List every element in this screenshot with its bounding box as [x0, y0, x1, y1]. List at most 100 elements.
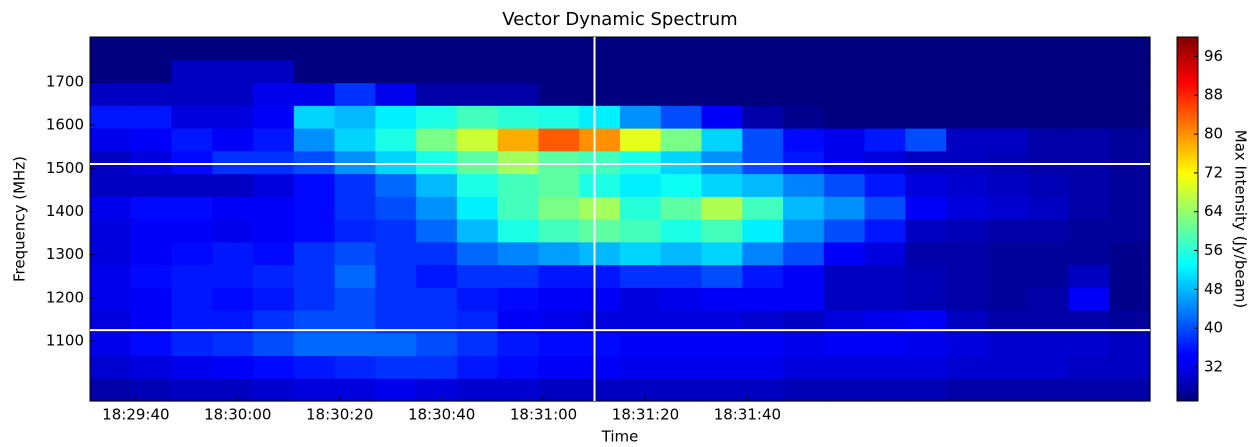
- heatmap-cell: [620, 378, 662, 402]
- heatmap-cell: [212, 310, 254, 334]
- heatmap-cell: [130, 150, 173, 175]
- heatmap-cell: [293, 128, 336, 152]
- heatmap-cell: [416, 37, 458, 61]
- heatmap-cell: [1027, 378, 1070, 402]
- heatmap-cell: [334, 82, 376, 106]
- heatmap-cell: [130, 332, 173, 357]
- heatmap-cell: [375, 173, 417, 197]
- heatmap-cell: [90, 105, 132, 129]
- heatmap-cell: [660, 332, 703, 357]
- heatmap-cell: [946, 355, 988, 379]
- heatmap-cell: [1027, 310, 1070, 334]
- heatmap-cell: [334, 310, 376, 334]
- heatmap-cell: [1027, 128, 1070, 152]
- heatmap-cell: [864, 59, 906, 84]
- heatmap-cell: [701, 241, 743, 266]
- heatmap-cell: [986, 128, 1029, 152]
- heatmap-cell: [375, 59, 417, 84]
- heatmap-cell: [1109, 219, 1151, 243]
- heatmap-cell: [864, 378, 906, 402]
- heatmap-cell: [864, 219, 906, 243]
- heatmap-cell: [620, 332, 662, 357]
- heatmap-cell: [986, 264, 1029, 288]
- heatmap-cell: [1109, 332, 1151, 357]
- heatmap-cell: [620, 105, 662, 129]
- heatmap-cell: [253, 105, 295, 129]
- heatmap-cell: [416, 128, 458, 152]
- heatmap-cell: [130, 59, 173, 84]
- heatmap-cell: [946, 196, 988, 220]
- heatmap-cell: [456, 105, 499, 129]
- heatmap-cell: [293, 378, 336, 402]
- colorbar-tick-label: 80: [1204, 125, 1223, 143]
- y-tick-label: 1700: [46, 72, 84, 90]
- heatmap-cell: [864, 150, 906, 175]
- heatmap-cell: [538, 287, 580, 311]
- heatmap-cell: [416, 173, 458, 197]
- heatmap-cell: [742, 196, 784, 220]
- heatmap-cell: [864, 287, 906, 311]
- heatmap-cell: [620, 287, 662, 311]
- heatmap-cell: [823, 355, 866, 379]
- x-tick-label: 18:31:40: [714, 406, 781, 424]
- heatmap-cell: [538, 332, 580, 357]
- heatmap-cell: [1068, 287, 1110, 311]
- heatmap-cell: [1027, 332, 1070, 357]
- heatmap-cell: [660, 264, 703, 288]
- heatmap-cell: [334, 196, 376, 220]
- heatmap: [90, 37, 1151, 402]
- heatmap-cell: [456, 82, 499, 106]
- heatmap-cell: [742, 128, 784, 152]
- heatmap-cell: [538, 355, 580, 379]
- x-tick-label: 18:31:00: [510, 406, 577, 424]
- heatmap-cell: [375, 241, 417, 266]
- heatmap-cell: [171, 37, 213, 61]
- heatmap-cell: [456, 241, 499, 266]
- heatmap-cell: [905, 37, 947, 61]
- heatmap-cell: [416, 105, 458, 129]
- heatmap-cell: [783, 287, 825, 311]
- colorbar-tick-label: 40: [1204, 319, 1223, 337]
- heatmap-cell: [212, 128, 254, 152]
- heatmap-cell: [171, 196, 213, 220]
- heatmap-cell: [497, 59, 540, 84]
- heatmap-cell: [783, 310, 825, 334]
- heatmap-cell: [579, 150, 621, 175]
- heatmap-cell: [660, 173, 703, 197]
- heatmap-cell: [538, 173, 580, 197]
- heatmap-cell: [456, 310, 499, 334]
- heatmap-cell: [212, 332, 254, 357]
- heatmap-cell: [579, 219, 621, 243]
- heatmap-cell: [1027, 287, 1070, 311]
- heatmap-cell: [864, 264, 906, 288]
- heatmap-cell: [90, 128, 132, 152]
- heatmap-cell: [701, 332, 743, 357]
- colorbar-tick-label: 96: [1204, 47, 1223, 65]
- heatmap-cell: [620, 128, 662, 152]
- heatmap-cell: [905, 150, 947, 175]
- heatmap-cell: [1027, 82, 1070, 106]
- heatmap-cell: [701, 219, 743, 243]
- heatmap-cell: [1068, 219, 1110, 243]
- heatmap-cell: [905, 219, 947, 243]
- heatmap-cell: [171, 105, 213, 129]
- heatmap-cell: [171, 264, 213, 288]
- heatmap-cell: [946, 173, 988, 197]
- heatmap-cell: [212, 196, 254, 220]
- heatmap-cell: [253, 310, 295, 334]
- heatmap-cell: [620, 150, 662, 175]
- heatmap-cell: [212, 378, 254, 402]
- heatmap-cell: [130, 355, 173, 379]
- heatmap-cell: [334, 241, 376, 266]
- colorbar-tick-label: 48: [1204, 280, 1223, 298]
- heatmap-cell: [130, 82, 173, 106]
- heatmap-cell: [579, 128, 621, 152]
- heatmap-cell: [742, 355, 784, 379]
- heatmap-cell: [538, 37, 580, 61]
- heatmap-cell: [864, 355, 906, 379]
- heatmap-cell: [456, 196, 499, 220]
- heatmap-cell: [497, 173, 540, 197]
- heatmap-cell: [946, 378, 988, 402]
- heatmap-cell: [416, 196, 458, 220]
